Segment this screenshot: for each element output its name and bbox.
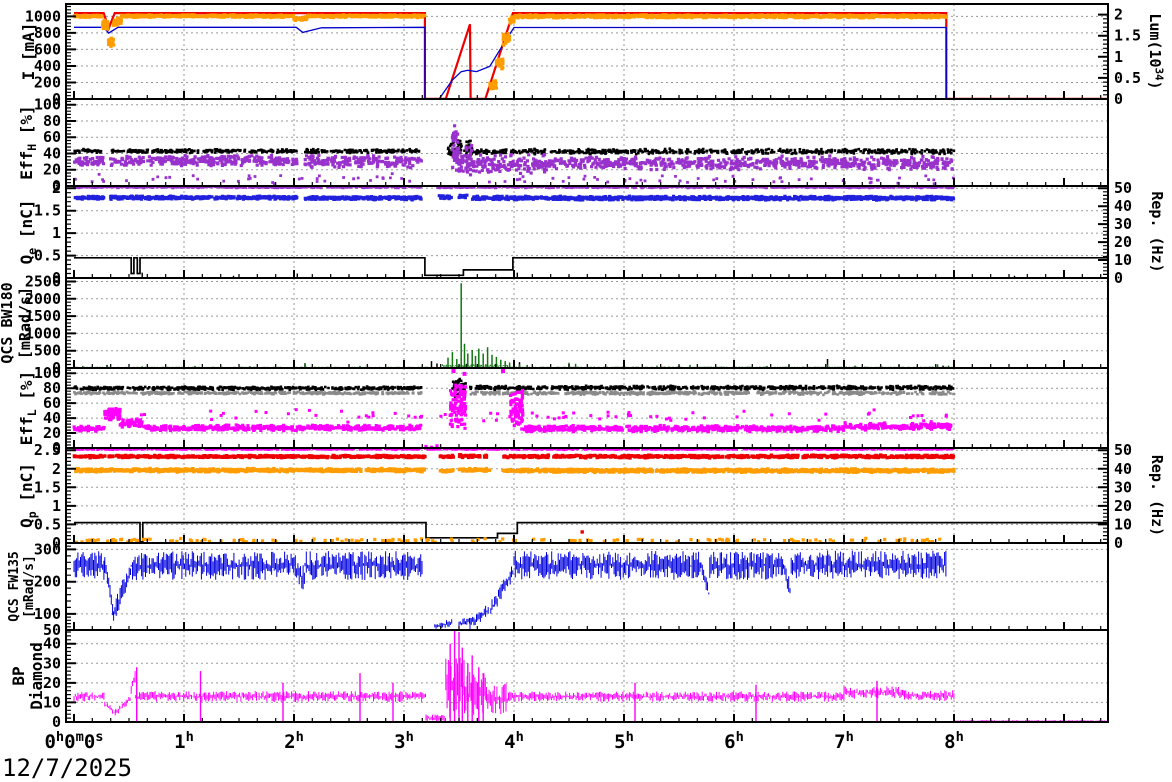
svg-text:Qp [nC]: Qp [nC]: [17, 463, 39, 528]
svg-text:0: 0: [1114, 90, 1123, 108]
svg-text:800: 800: [34, 24, 61, 42]
svg-text:Qe [nC]: Qe [nC]: [17, 200, 39, 265]
svg-text:600: 600: [34, 40, 61, 58]
svg-text:I [mA]: I [mA]: [19, 23, 38, 81]
svg-text:40: 40: [43, 635, 61, 653]
svg-text:EffL [%]: EffL [%]: [17, 371, 39, 445]
svg-text:[mRad/s]: [mRad/s]: [22, 555, 37, 618]
svg-text:2500: 2500: [25, 272, 61, 290]
svg-text:200: 200: [34, 573, 61, 591]
svg-text:1.5: 1.5: [34, 202, 61, 220]
date-label: 12/7/2025: [2, 754, 133, 782]
svg-text:1.5: 1.5: [34, 478, 61, 496]
svg-text:1000: 1000: [25, 324, 61, 342]
svg-text:40: 40: [1114, 460, 1132, 478]
svg-text:Lum(1034): Lum(1034): [1146, 13, 1166, 89]
svg-text:30: 30: [1114, 478, 1132, 496]
svg-text:1500: 1500: [25, 307, 61, 325]
svg-text:1000: 1000: [25, 7, 61, 25]
svg-text:300: 300: [34, 540, 61, 558]
svg-text:EffH [%]: EffH [%]: [17, 105, 39, 179]
svg-text:0: 0: [52, 269, 61, 287]
svg-text:0h0m0s: 0h0m0s: [44, 729, 103, 753]
svg-text:10: 10: [43, 693, 61, 711]
svg-text:0: 0: [52, 177, 61, 195]
svg-text:0.5: 0.5: [1114, 69, 1141, 87]
svg-text:1.5: 1.5: [1114, 27, 1141, 45]
svg-text:8h: 8h: [944, 729, 964, 753]
svg-text:3h: 3h: [394, 729, 414, 753]
svg-text:Diamond: Diamond: [27, 642, 46, 709]
svg-text:0: 0: [1114, 269, 1123, 287]
svg-text:0.5: 0.5: [34, 515, 61, 533]
svg-text:80: 80: [43, 112, 61, 130]
svg-text:Rep. (Hz): Rep. (Hz): [1148, 455, 1166, 536]
svg-text:0: 0: [52, 713, 61, 731]
svg-text:2: 2: [52, 460, 61, 478]
svg-text:1h: 1h: [174, 729, 194, 753]
svg-text:20: 20: [43, 424, 61, 442]
svg-text:1: 1: [52, 224, 61, 242]
svg-text:2: 2: [52, 179, 61, 197]
svg-text:2000: 2000: [25, 290, 61, 308]
svg-text:60: 60: [43, 128, 61, 146]
svg-text:50: 50: [43, 621, 61, 639]
svg-text:0.5: 0.5: [34, 247, 61, 265]
svg-text:20: 20: [1114, 233, 1132, 251]
svg-text:80: 80: [43, 379, 61, 397]
svg-text:5h: 5h: [614, 729, 634, 753]
svg-text:30: 30: [43, 654, 61, 672]
svg-text:30: 30: [1114, 215, 1132, 233]
svg-text:4h: 4h: [504, 729, 524, 753]
svg-text:0: 0: [52, 439, 61, 457]
svg-text:0: 0: [52, 359, 61, 377]
svg-text:0: 0: [1114, 534, 1123, 552]
svg-text:BP: BP: [9, 666, 28, 685]
svg-text:QCS BW180: QCS BW180: [0, 282, 16, 363]
svg-text:40: 40: [1114, 197, 1132, 215]
svg-text:2h: 2h: [284, 729, 304, 753]
svg-text:1: 1: [52, 497, 61, 515]
svg-text:0: 0: [52, 90, 61, 108]
svg-text:QCS FW135: QCS FW135: [7, 551, 22, 621]
svg-text:7h: 7h: [834, 729, 854, 753]
svg-text:500: 500: [34, 342, 61, 360]
svg-text:20: 20: [43, 674, 61, 692]
svg-text:100: 100: [34, 364, 61, 382]
svg-text:0: 0: [52, 534, 61, 552]
svg-text:2: 2: [1114, 6, 1123, 24]
svg-text:Rep. (Hz): Rep. (Hz): [1148, 191, 1166, 272]
svg-text:1: 1: [1114, 48, 1123, 66]
svg-text:40: 40: [43, 144, 61, 162]
svg-text:400: 400: [34, 57, 61, 75]
svg-text:50: 50: [1114, 441, 1132, 459]
svg-text:20: 20: [1114, 497, 1132, 515]
svg-text:6h: 6h: [724, 729, 744, 753]
svg-text:100: 100: [34, 96, 61, 114]
svg-text:100: 100: [34, 605, 61, 623]
svg-text:20: 20: [43, 161, 61, 179]
svg-text:50: 50: [1114, 179, 1132, 197]
svg-text:10: 10: [1114, 251, 1132, 269]
svg-text:200: 200: [34, 73, 61, 91]
svg-text:40: 40: [43, 409, 61, 427]
svg-text:10: 10: [1114, 515, 1132, 533]
svg-text:[mRad/s]: [mRad/s]: [16, 287, 34, 359]
svg-text:2.5: 2.5: [34, 441, 61, 459]
svg-text:60: 60: [43, 394, 61, 412]
